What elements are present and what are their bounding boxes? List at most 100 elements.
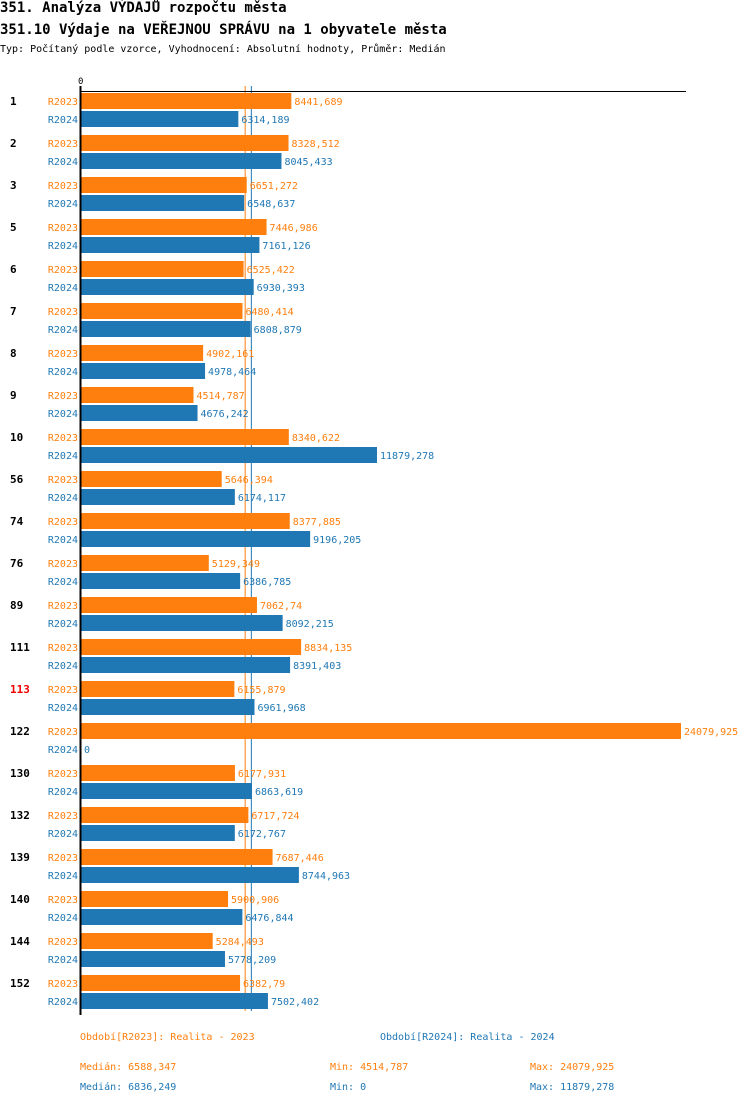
- series-label-r2023: R2023: [48, 349, 78, 360]
- stat-max-r2024: Max: 11879,278: [530, 1082, 615, 1093]
- bar-r2024: [81, 111, 239, 127]
- series-label-r2024: R2024: [48, 325, 78, 336]
- category-label: 122: [10, 725, 30, 738]
- bar-r2024: [81, 405, 198, 421]
- series-label-r2023: R2023: [48, 223, 78, 234]
- series-label-r2024: R2024: [48, 661, 78, 672]
- bar-r2023: [81, 345, 204, 361]
- data-label-r2023: 7062,74: [260, 601, 302, 612]
- series-label-r2023: R2023: [48, 853, 78, 864]
- bar-r2023: [81, 555, 209, 571]
- data-label-r2023: 6155,879: [237, 685, 285, 696]
- series-label-r2023: R2023: [48, 895, 78, 906]
- bar-r2023: [81, 849, 273, 865]
- series-label-r2024: R2024: [48, 157, 78, 168]
- category-label: 56: [10, 473, 24, 486]
- series-label-r2024: R2024: [48, 955, 78, 966]
- data-label-r2023: 8328,512: [292, 139, 340, 150]
- category-label: 132: [10, 809, 30, 822]
- chart-title: 351. Analýza VÝDAJŮ rozpočtu města: [0, 0, 287, 16]
- bar-r2023: [81, 303, 243, 319]
- category-label: 5: [10, 221, 17, 234]
- data-label-r2024: 6808,879: [254, 325, 302, 336]
- series-label-r2024: R2024: [48, 451, 78, 462]
- series-label-r2023: R2023: [48, 601, 78, 612]
- data-label-r2023: 6651,272: [250, 181, 298, 192]
- series-label-r2023: R2023: [48, 475, 78, 486]
- bar-r2023: [81, 513, 290, 529]
- bar-r2023: [81, 177, 247, 193]
- bar-r2024: [81, 531, 311, 547]
- bar-r2024: [81, 447, 377, 463]
- category-label: 2: [10, 137, 17, 150]
- data-label-r2023: 7687,446: [276, 853, 324, 864]
- data-label-r2024: 0: [84, 745, 90, 756]
- data-label-r2023: 8441,689: [294, 97, 342, 108]
- data-label-r2024: 8045,433: [284, 157, 332, 168]
- category-label: 1: [10, 95, 17, 108]
- series-label-r2023: R2023: [48, 139, 78, 150]
- data-label-r2024: 7161,126: [262, 241, 310, 252]
- data-label-r2024: 6476,844: [245, 913, 293, 924]
- series-label-r2024: R2024: [48, 829, 78, 840]
- series-label-r2024: R2024: [48, 367, 78, 378]
- series-label-r2024: R2024: [48, 493, 78, 504]
- data-label-r2024: 6863,619: [255, 787, 303, 798]
- data-label-r2023: 5646,394: [225, 475, 273, 486]
- bar-r2024: [81, 195, 245, 211]
- bar-r2024: [81, 615, 283, 631]
- data-label-r2024: 11879,278: [380, 451, 434, 462]
- series-label-r2024: R2024: [48, 115, 78, 126]
- data-label-r2024: 6174,117: [238, 493, 286, 504]
- series-label-r2023: R2023: [48, 727, 78, 738]
- data-label-r2023: 8377,885: [293, 517, 341, 528]
- series-label-r2024: R2024: [48, 409, 78, 420]
- data-label-r2023: 8834,135: [304, 643, 352, 654]
- bar-r2024: [81, 279, 254, 295]
- data-label-r2024: 7502,402: [271, 997, 319, 1008]
- bar-r2024: [81, 993, 268, 1009]
- bar-r2024: [81, 825, 235, 841]
- data-label-r2024: 6314,189: [241, 115, 289, 126]
- data-label-r2023: 5284,493: [216, 937, 264, 948]
- bar-r2024: [81, 153, 282, 169]
- category-label: 9: [10, 389, 17, 402]
- category-label: 74: [10, 515, 24, 528]
- data-label-r2024: 6930,393: [257, 283, 305, 294]
- bar-r2024: [81, 699, 255, 715]
- series-label-r2023: R2023: [48, 979, 78, 990]
- series-label-r2023: R2023: [48, 391, 78, 402]
- data-label-r2023: 4902,161: [206, 349, 254, 360]
- series-label-r2023: R2023: [48, 433, 78, 444]
- bar-r2023: [81, 219, 267, 235]
- x-tick-label: 0: [78, 77, 83, 87]
- series-label-r2024: R2024: [48, 913, 78, 924]
- bar-r2023: [81, 933, 213, 949]
- series-label-r2024: R2024: [48, 577, 78, 588]
- series-label-r2024: R2024: [48, 745, 78, 756]
- data-label-r2024: 8391,403: [293, 661, 341, 672]
- category-label: 6: [10, 263, 17, 276]
- category-label: 10: [10, 431, 23, 444]
- series-label-r2023: R2023: [48, 559, 78, 570]
- series-label-r2023: R2023: [48, 307, 78, 318]
- bar-r2024: [81, 489, 235, 505]
- data-label-r2023: 5129,349: [212, 559, 260, 570]
- data-label-r2023: 6717,724: [251, 811, 299, 822]
- series-label-r2023: R2023: [48, 811, 78, 822]
- series-label-r2023: R2023: [48, 769, 78, 780]
- series-label-r2023: R2023: [48, 643, 78, 654]
- legend-r2024: Období[R2024]: Realita - 2024: [380, 1032, 555, 1043]
- series-label-r2024: R2024: [48, 997, 78, 1008]
- data-label-r2023: 24079,925: [684, 727, 738, 738]
- bar-r2023: [81, 429, 289, 445]
- series-label-r2024: R2024: [48, 199, 78, 210]
- data-label-r2024: 6386,785: [243, 577, 291, 588]
- stat-median-r2024: Medián: 6836,249: [80, 1082, 177, 1093]
- category-label: 139: [10, 851, 30, 864]
- bar-r2024: [81, 909, 243, 925]
- chart-meta: Typ: Počítaný podle vzorce, Vyhodnocení:…: [0, 44, 446, 55]
- category-label: 130: [10, 767, 30, 780]
- bar-r2023: [81, 681, 235, 697]
- series-label-r2023: R2023: [48, 517, 78, 528]
